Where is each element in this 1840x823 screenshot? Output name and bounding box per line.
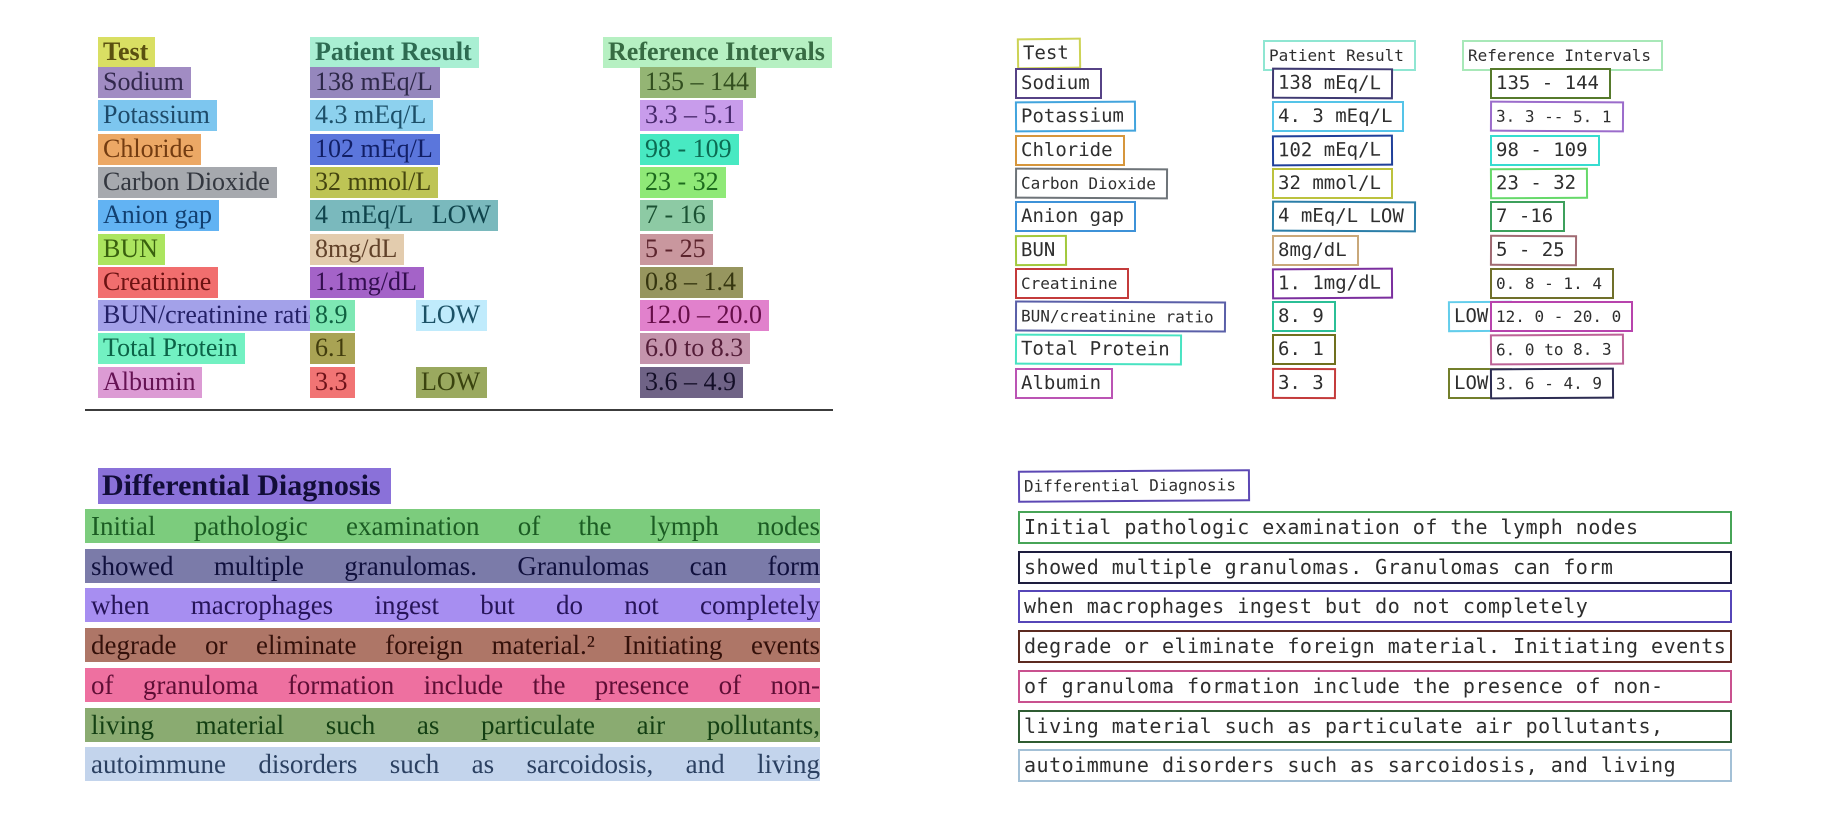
column-header-patient-result: Patient Result xyxy=(310,37,479,68)
ocr-section-heading: Differential Diagnosis xyxy=(1017,469,1251,503)
test-name: Carbon Dioxide xyxy=(98,166,277,198)
paragraph-line: when macrophages ingest but do not compl… xyxy=(85,588,820,623)
reference-interval: 7 - 16 xyxy=(640,200,713,232)
result-value: 138 mEq/L xyxy=(310,67,440,98)
test-name: Chloride xyxy=(98,133,201,165)
result-value: 1.1mg/dL xyxy=(310,266,424,298)
ocr-test-name: Chloride xyxy=(1015,134,1125,166)
ocr-reference-interval: 0. 8 - 1. 4 xyxy=(1490,267,1614,299)
result-value: 8.9 xyxy=(310,300,355,332)
low-flag: LOW xyxy=(416,300,488,332)
paragraph-line: showed multiple granulomas. Granulomas c… xyxy=(85,548,820,583)
ocr-test-name: Total Protein xyxy=(1014,333,1182,366)
ocr-column-header-patient-result: Patient Result xyxy=(1263,40,1416,71)
ocr-test-name: BUN xyxy=(1014,234,1068,266)
ocr-test-name: Carbon Dioxide xyxy=(1014,167,1168,200)
result-value: 4.3 mEq/L xyxy=(310,100,434,132)
ocr-reference-interval: 135 - 144 xyxy=(1490,68,1611,99)
reference-interval: 23 - 32 xyxy=(640,166,726,198)
ocr-result-value: 4 mEq/L LOW xyxy=(1271,200,1416,233)
paragraph-line: autoimmune disorders such as sarcoidosis… xyxy=(85,747,820,782)
result-value: 8mg/dL xyxy=(310,233,405,265)
test-name: BUN xyxy=(98,233,165,265)
reference-interval: 0.8 – 1.4 xyxy=(640,266,743,298)
ocr-paragraph-line: living material such as particulate air … xyxy=(1018,709,1732,743)
ocr-reference-interval: 6. 0 to 8. 3 xyxy=(1489,333,1624,366)
reference-interval: 3.3 – 5.1 xyxy=(640,100,743,132)
paragraph-line: Initial pathologic examination of the ly… xyxy=(85,509,820,543)
result-value: 32 mmol/L xyxy=(310,166,439,198)
column-header-reference-intervals: Reference Intervals xyxy=(603,37,832,68)
ocr-result-value: 1. 1mg/dL xyxy=(1271,267,1394,300)
ocr-paragraph-line: degrade or eliminate foreign material. I… xyxy=(1018,630,1732,664)
ocr-column-header-test: Test xyxy=(1016,37,1081,70)
paragraph-line: of granuloma formation include the prese… xyxy=(85,667,820,702)
result-value: 4 mEq/L LOW xyxy=(310,200,498,232)
paragraph-line: degrade or eliminate foreign material.² … xyxy=(85,628,820,663)
ocr-reference-interval: 12. 0 - 20. 0 xyxy=(1490,301,1634,333)
reference-interval: 3.6 – 4.9 xyxy=(640,366,743,398)
low-flag: LOW xyxy=(416,366,488,398)
ocr-test-name: Potassium xyxy=(1014,100,1137,133)
test-name: Anion gap xyxy=(98,200,220,232)
result-value: 3.3 xyxy=(310,366,355,398)
ocr-result-value: 6. 1 xyxy=(1272,334,1336,366)
ocr-result-value: 138 mEq/L xyxy=(1271,67,1394,100)
ocr-reference-interval: 98 - 109 xyxy=(1490,134,1600,166)
ocr-test-name: Albumin xyxy=(1015,367,1114,399)
reference-interval: 98 - 109 xyxy=(640,133,739,165)
ocr-result-value: 102 mEq/L xyxy=(1271,134,1394,166)
ocr-reference-interval: 7 -16 xyxy=(1490,201,1566,233)
ocr-result-value: 8. 9 xyxy=(1272,301,1336,333)
horizontal-rule xyxy=(85,409,833,411)
reference-interval: 5 - 25 xyxy=(640,233,713,265)
ocr-test-name: Creatinine xyxy=(1015,267,1130,299)
result-value: 102 mEq/L xyxy=(310,133,440,165)
column-header-test: Test xyxy=(98,37,156,68)
ocr-test-name: BUN/creatinine ratio xyxy=(1014,300,1226,333)
ocr-result-value: 3. 3 xyxy=(1271,367,1336,399)
section-heading: Differential Diagnosis xyxy=(98,468,391,504)
test-name: BUN/creatinine ratio xyxy=(98,300,329,332)
ocr-paragraph-line: when macrophages ingest but do not compl… xyxy=(1018,590,1732,624)
result-value: 6.1 xyxy=(310,333,355,365)
ocr-result-value: 4. 3 mEq/L xyxy=(1272,101,1405,133)
ocr-result-value: 32 mmol/L xyxy=(1272,167,1393,199)
test-name: Albumin xyxy=(98,366,203,398)
reference-interval: 135 – 144 xyxy=(640,67,756,98)
ocr-paragraph-line: of granuloma formation include the prese… xyxy=(1018,669,1732,703)
reference-interval: 6.0 to 8.3 xyxy=(640,333,751,365)
ocr-paragraph-line: showed multiple granulomas. Granulomas c… xyxy=(1018,550,1732,584)
ocr-column-header-reference-intervals: Reference Intervals xyxy=(1462,40,1664,71)
ocr-test-name: Sodium xyxy=(1015,68,1102,99)
test-name: Total Protein xyxy=(98,333,245,365)
paragraph-line: living material such as particulate air … xyxy=(85,707,820,742)
reference-interval: 12.0 – 20.0 xyxy=(640,300,769,332)
ocr-paragraph-line: Initial pathologic examination of the ly… xyxy=(1018,511,1732,544)
test-name: Creatinine xyxy=(98,266,219,298)
ocr-result-value: 8mg/dL xyxy=(1272,234,1359,266)
test-name: Potassium xyxy=(98,100,217,132)
test-name: Sodium xyxy=(98,67,191,98)
ocr-reference-interval: 3. 6 - 4. 9 xyxy=(1489,367,1615,400)
ocr-reference-interval: 5 - 25 xyxy=(1489,234,1577,266)
ocr-paragraph-line: autoimmune disorders such as sarcoidosis… xyxy=(1018,749,1732,783)
ocr-reference-interval: 23 - 32 xyxy=(1489,167,1589,200)
ocr-reference-interval: 3. 3 -- 5. 1 xyxy=(1489,100,1624,133)
ocr-test-name: Anion gap xyxy=(1015,201,1136,233)
